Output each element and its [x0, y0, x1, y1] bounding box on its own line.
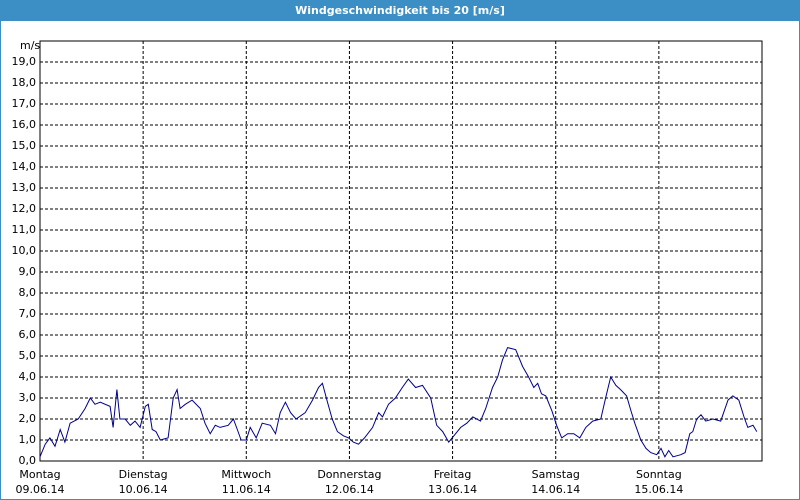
y-tick-label: 5,0 — [19, 349, 37, 362]
y-tick-label: 6,0 — [19, 328, 37, 341]
x-tick-label: Mittwoch — [221, 468, 271, 481]
y-tick-label: 15,0 — [12, 139, 37, 152]
x-tick-date: 11.06.14 — [222, 483, 271, 496]
y-tick-label: 17,0 — [12, 97, 37, 110]
plot-border — [39, 40, 763, 462]
x-tick-label: Sonntag — [636, 468, 682, 481]
x-tick-date: 09.06.14 — [16, 483, 65, 496]
x-tick-label: Donnerstag — [317, 468, 381, 481]
y-tick-label: 10,0 — [12, 244, 37, 257]
chart-title: Windgeschwindigkeit bis 20 [m/s] — [295, 4, 505, 17]
x-tick-date: 15.06.14 — [634, 483, 683, 496]
y-tick-label: 12,0 — [12, 202, 37, 215]
y-tick-label: 1,0 — [19, 433, 37, 446]
y-tick-label: 16,0 — [12, 118, 37, 131]
y-unit: m/s — [20, 39, 40, 52]
y-tick-label: 3,0 — [19, 391, 37, 404]
y-tick-label: 4,0 — [19, 370, 37, 383]
x-tick-label: Freitag — [434, 468, 472, 481]
y-tick-label: 18,0 — [12, 76, 37, 89]
y-tick-label: 11,0 — [12, 223, 37, 236]
wind-line — [39, 347, 758, 458]
y-tick-label: 2,0 — [19, 412, 37, 425]
x-tick-date: 13.06.14 — [428, 483, 477, 496]
y-tick-label: 0,0 — [19, 454, 37, 467]
x-tick-label: Samstag — [532, 468, 580, 481]
y-tick-label: 13,0 — [12, 181, 37, 194]
x-tick-date: 12.06.14 — [325, 483, 374, 496]
y-tick-label: 14,0 — [12, 160, 37, 173]
y-tick-label: 7,0 — [19, 307, 37, 320]
x-tick-date: 10.06.14 — [119, 483, 168, 496]
title-bar — [0, 0, 800, 21]
x-tick-label: Dienstag — [119, 468, 168, 481]
x-tick-date: 14.06.14 — [531, 483, 580, 496]
y-tick-label: 9,0 — [19, 265, 37, 278]
y-tick-label: 19,0 — [12, 55, 37, 68]
y-tick-label: 8,0 — [19, 286, 37, 299]
x-tick-label: Montag — [19, 468, 60, 481]
